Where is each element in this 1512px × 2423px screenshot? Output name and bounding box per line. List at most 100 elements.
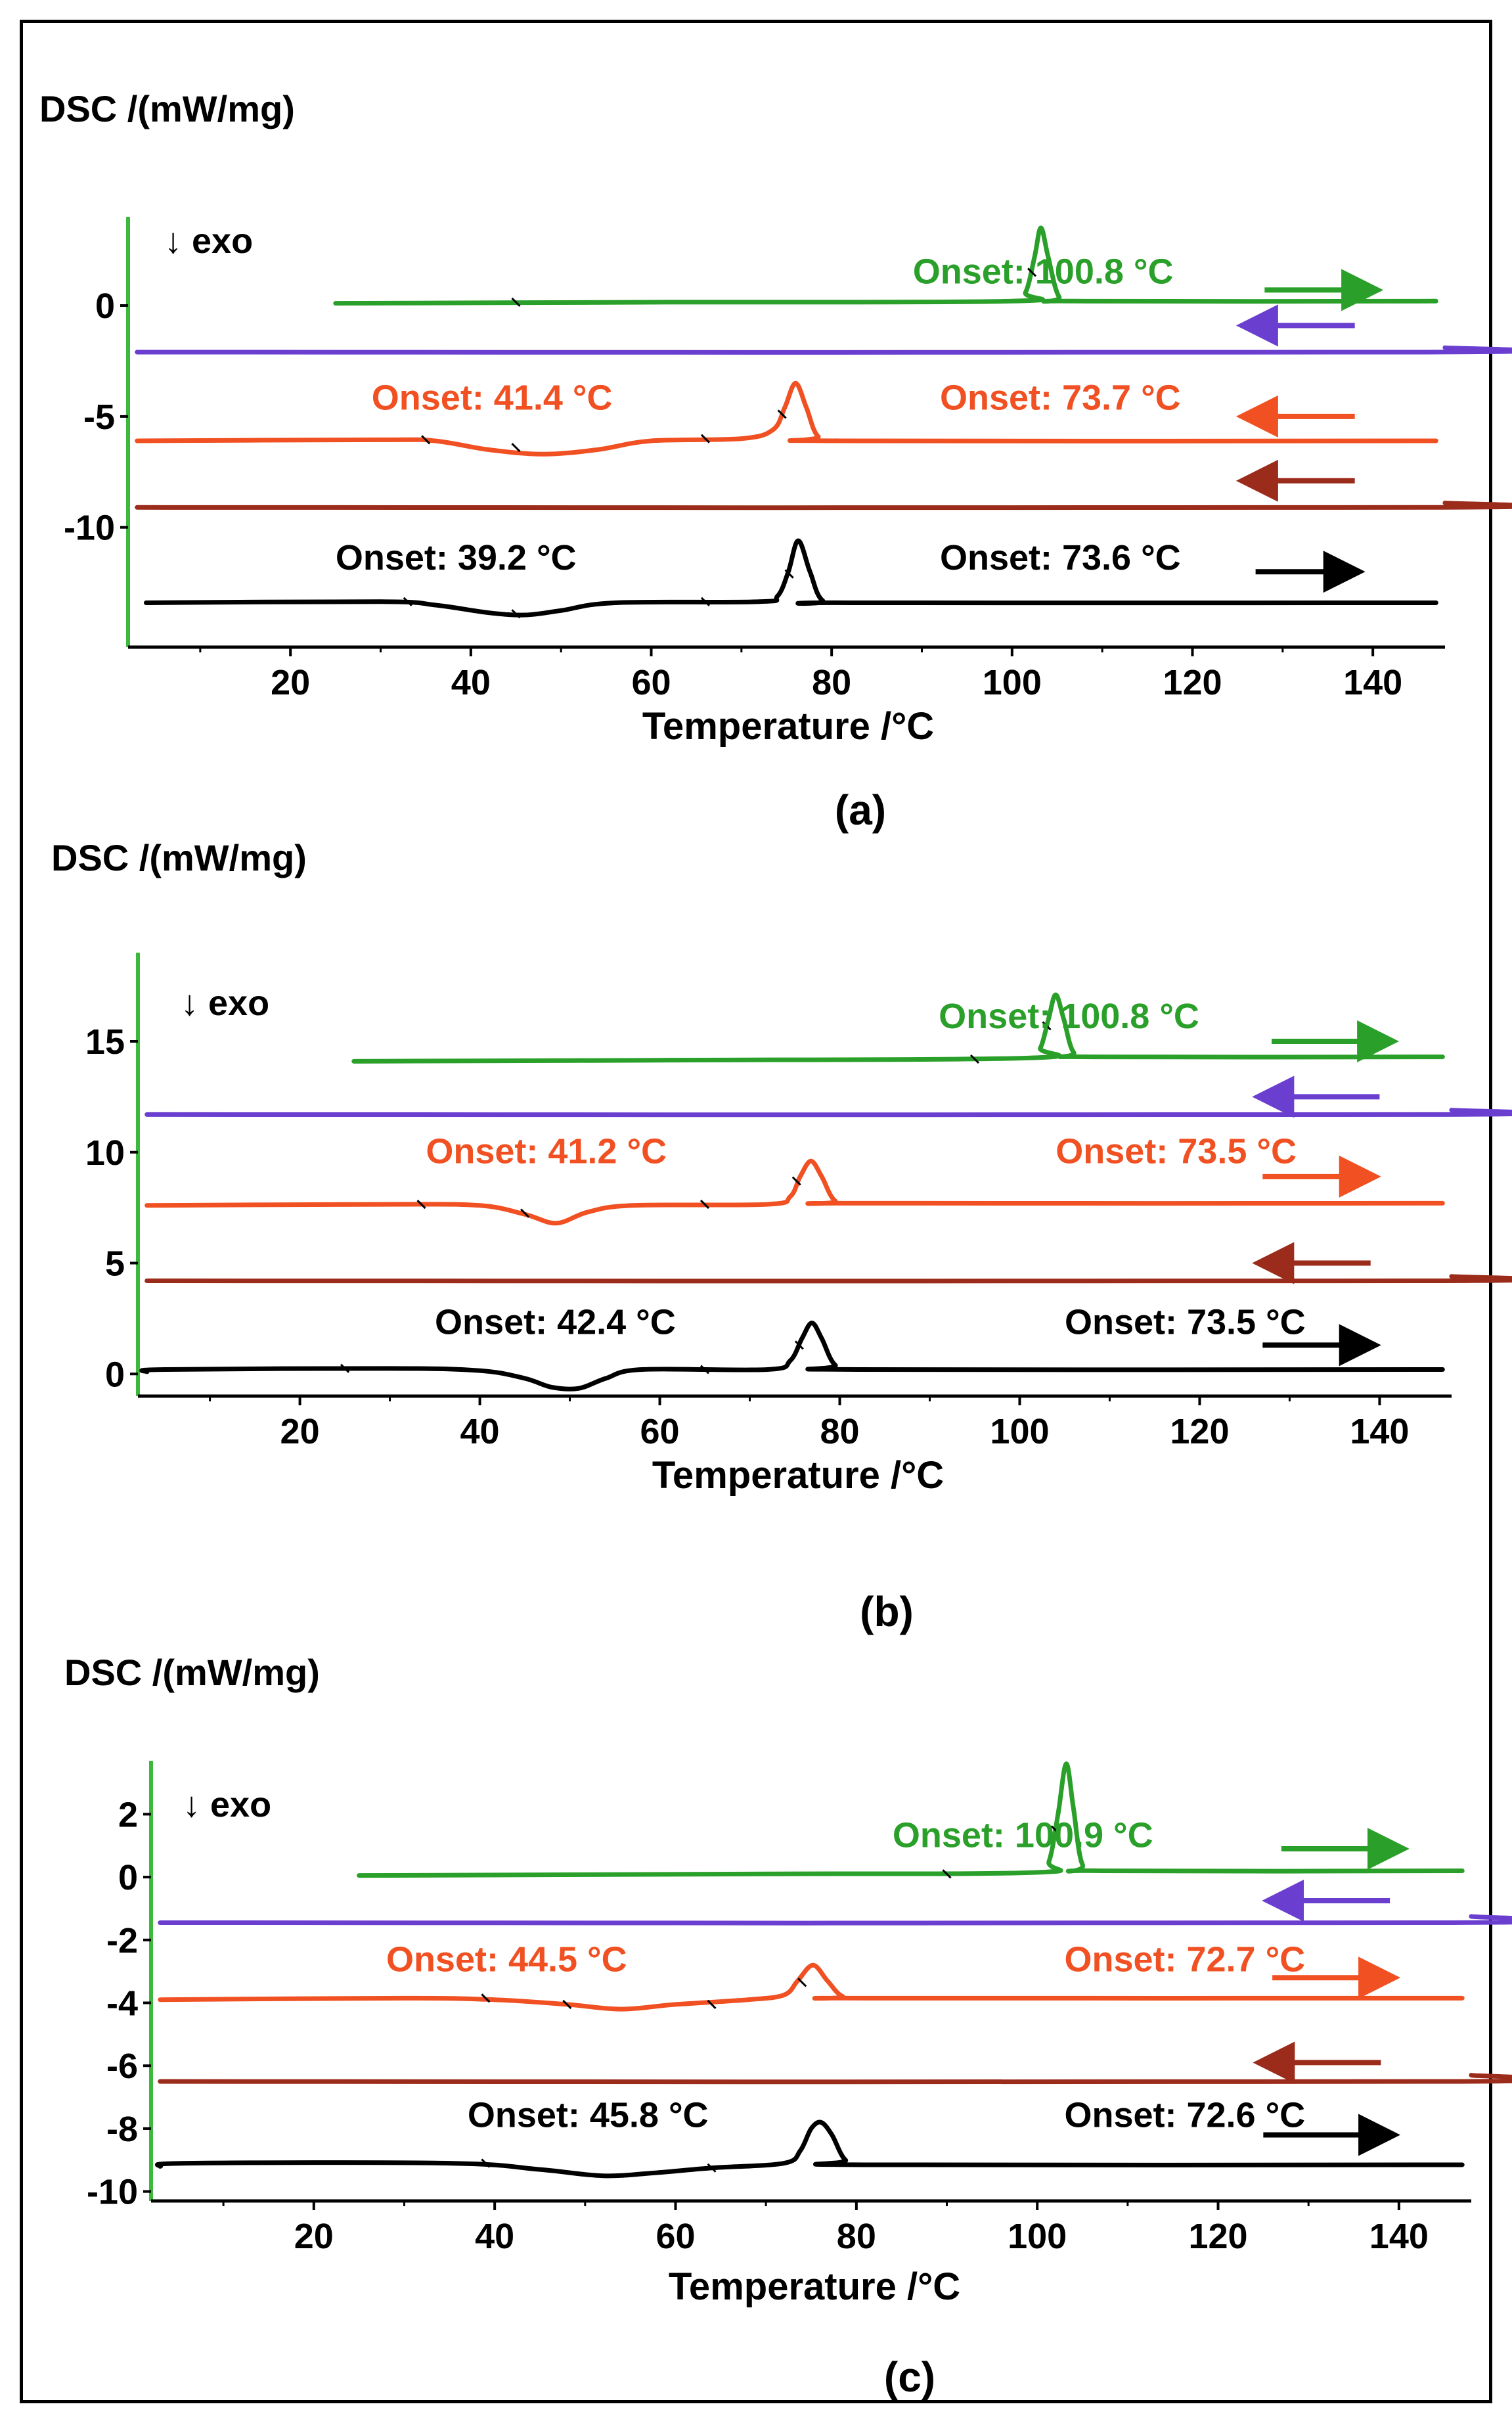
onset-mark (1027, 267, 1037, 277)
x-tick-label: 40 (475, 2217, 514, 2256)
x-tick-label: 20 (280, 1412, 320, 1451)
onset-mark (511, 443, 521, 453)
panel-label-b: (b) (860, 1588, 914, 1635)
onset-mark (969, 1054, 980, 1064)
onset-mark (942, 1869, 952, 1879)
series-purple (158, 1879, 1512, 1926)
panel-a: DSC /(mW/mg) ↓ exo Temperature /°C (a) 2… (39, 88, 1512, 834)
onset-label: Onset: 41.2 °C (426, 1132, 667, 1171)
series-purple (145, 1076, 1512, 1118)
y-tick-label: 5 (105, 1244, 125, 1284)
onset-mark (700, 434, 710, 443)
onset-mark (794, 1340, 804, 1350)
series-orange: Onset: 41.2 °C Onset: 73.5 °C (145, 1132, 1445, 1226)
onset-mark (700, 597, 710, 606)
series-line (135, 501, 1512, 510)
series-darkred (135, 459, 1512, 510)
x-axis-title: Temperature /°C (669, 2265, 960, 2308)
x-tick-label: 100 (1008, 2217, 1067, 2256)
onset-mark (421, 435, 431, 445)
onset-mark (481, 2158, 491, 2168)
x-tick-label: 140 (1350, 1412, 1409, 1451)
onset-label: Onset: 100.8 °C (939, 997, 1199, 1036)
y-tick-label: 0 (105, 1355, 125, 1394)
x-tick-label: 40 (451, 663, 491, 702)
series-green: Onset: 100.8 °C (333, 225, 1438, 311)
y-tick-label: -5 (83, 397, 115, 437)
onset-label: Onset: 100.8 °C (913, 252, 1174, 291)
onset-mark (777, 409, 787, 419)
series-line (135, 345, 1512, 355)
y-tick-label: -8 (106, 2110, 138, 2149)
series-line (155, 2119, 1465, 2179)
series-line (145, 1108, 1512, 1118)
series-orange: Onset: 44.5 °C Onset: 72.7 °C (158, 1940, 1465, 2012)
series-line (145, 1158, 1445, 1226)
onset-mark (784, 569, 794, 579)
x-tick-label: 40 (460, 1412, 500, 1451)
y-axis-title: DSC /(mW/mg) (51, 837, 307, 878)
figure-frame (20, 20, 1492, 2403)
y-axis-title: DSC /(mW/mg) (39, 88, 295, 129)
x-tick-label: 140 (1369, 2217, 1429, 2256)
exo-annotation: ↓ exo (183, 1785, 271, 1824)
onset-mark (511, 297, 521, 307)
y-tick-label: -2 (106, 1921, 138, 1960)
series-black: Onset: 42.4 °C Onset: 73.5 °C (139, 1303, 1445, 1392)
series-line (145, 1274, 1512, 1284)
exo-annotation: ↓ exo (164, 221, 253, 261)
series-line (135, 380, 1438, 457)
panel-b: DSC /(mW/mg) ↓ exo Temperature /°C (b) 2… (51, 837, 1512, 1635)
y-tick-label: -10 (64, 509, 115, 548)
onset-label: Onset: 73.5 °C (1056, 1132, 1297, 1171)
onset-mark (797, 1978, 807, 1987)
onset-label: Onset: 41.4 °C (372, 378, 613, 418)
onset-label: Onset: 39.2 °C (336, 538, 577, 577)
series-line (158, 1962, 1465, 2012)
onset-mark (403, 597, 412, 606)
onset-mark (340, 1363, 350, 1373)
series-black: Onset: 45.8 °C Onset: 72.6 °C (155, 2096, 1465, 2179)
series-green: Onset: 100.9 °C (357, 1761, 1465, 1879)
x-tick-label: 140 (1343, 663, 1402, 702)
onset-mark (511, 609, 521, 619)
y-tick-label: -10 (87, 2173, 138, 2212)
x-tick-label: 60 (640, 1412, 679, 1451)
onset-label: Onset: 73.6 °C (940, 538, 1181, 577)
onset-label: Onset: 44.5 °C (386, 1940, 627, 1980)
panel-c: DSC /(mW/mg) ↓ exo Temperature /°C (c) 2… (64, 1652, 1512, 2401)
y-tick-label: -4 (106, 1984, 138, 2024)
series-black: Onset: 39.2 °C Onset: 73.6 °C (143, 538, 1438, 619)
panel-label-a: (a) (835, 786, 886, 834)
x-tick-label: 20 (294, 2217, 334, 2256)
y-tick-label: 10 (85, 1133, 125, 1173)
y-tick-label: 0 (95, 286, 115, 326)
onset-mark (707, 1999, 717, 2009)
onset-mark (700, 1200, 710, 1210)
onset-mark (700, 1365, 710, 1374)
plot-area-b: 20 40 60 80 100 120 140 15 10 5 0 Onset: 100.8 °C On… (85, 953, 1512, 1451)
x-tick-label: 20 (271, 663, 310, 702)
x-tick-label: 80 (812, 663, 851, 702)
x-tick-label: 80 (820, 1412, 859, 1451)
onset-label: Onset: 42.4 °C (435, 1303, 676, 1342)
series-line (158, 2073, 1512, 2085)
exo-annotation: ↓ exo (181, 984, 269, 1023)
onset-mark (1050, 1825, 1060, 1835)
onset-mark (562, 1999, 572, 2009)
series-line (357, 1761, 1465, 1878)
series-green: Onset: 100.8 °C (351, 992, 1445, 1064)
x-tick-label: 120 (1188, 2217, 1247, 2256)
x-axis-title: Temperature /°C (652, 1454, 944, 1497)
series-line (139, 1321, 1445, 1392)
panel-label-c: (c) (884, 2353, 935, 2401)
onset-label: Onset: 73.7 °C (940, 378, 1181, 418)
y-tick-label: -6 (106, 2047, 138, 2086)
series-purple (135, 304, 1512, 355)
plot-area-a: 20 40 60 80 100 120 140 0 -5 -10 Onset: 100.8 °C On… (64, 217, 1512, 702)
x-tick-label: 100 (983, 663, 1042, 702)
onset-mark (791, 1176, 801, 1186)
y-axis-title: DSC /(mW/mg) (64, 1652, 320, 1693)
